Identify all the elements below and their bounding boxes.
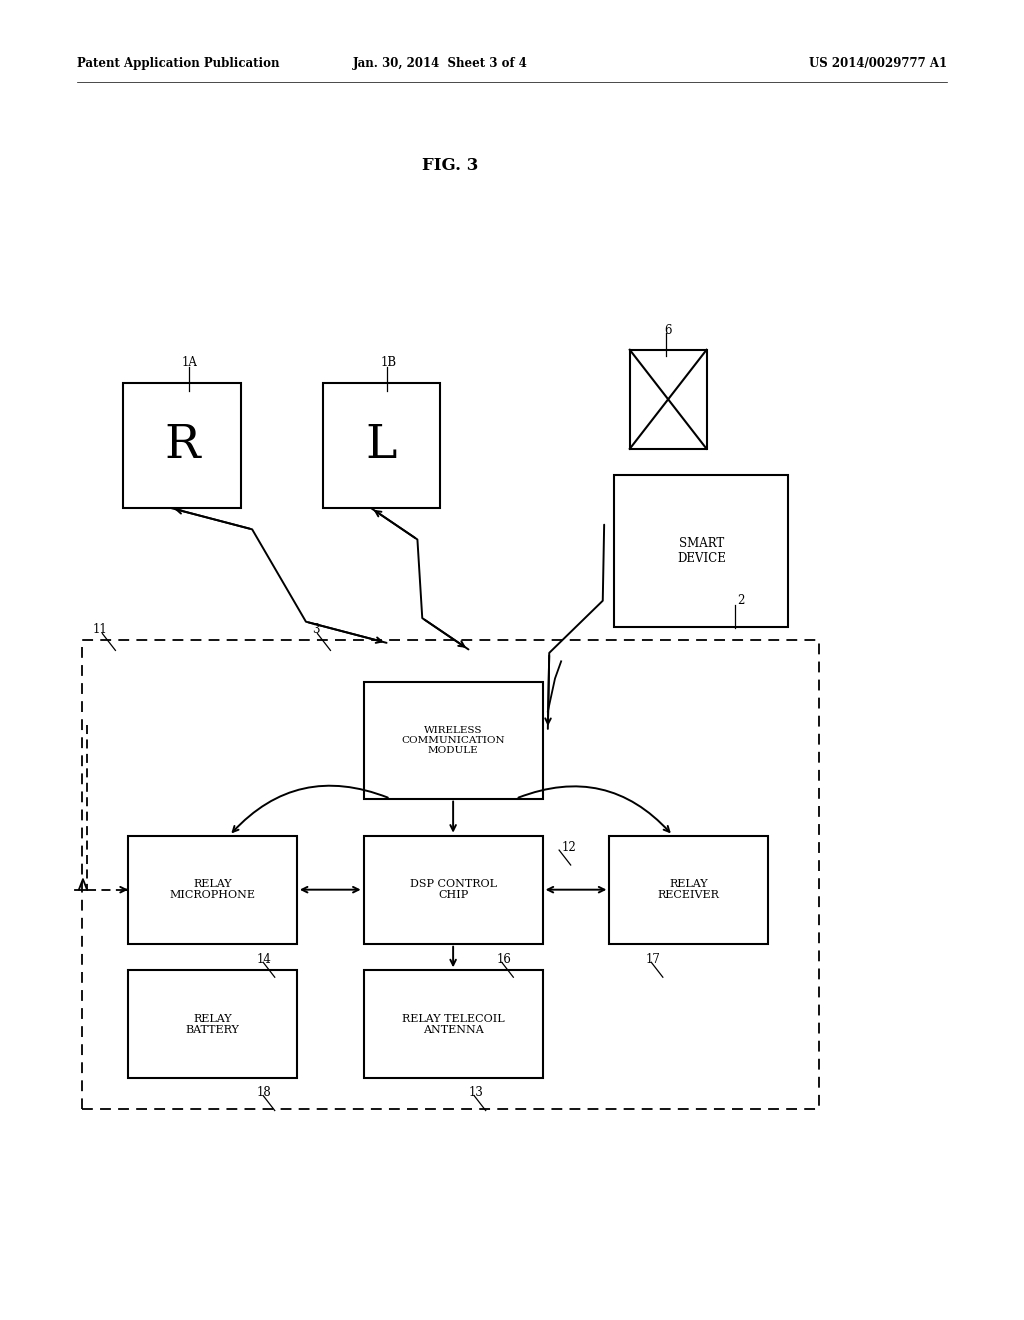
Text: L: L <box>366 422 397 469</box>
Bar <box>364 970 543 1078</box>
FancyArrowPatch shape <box>232 785 388 832</box>
Bar <box>128 836 297 944</box>
Text: 16: 16 <box>497 953 511 966</box>
Bar <box>123 383 241 508</box>
Text: 1A: 1A <box>181 356 198 370</box>
Text: DSP CONTROL
CHIP: DSP CONTROL CHIP <box>410 879 497 900</box>
Bar <box>323 383 440 508</box>
Text: RELAY TELECOIL
ANTENNA: RELAY TELECOIL ANTENNA <box>401 1014 505 1035</box>
Text: 11: 11 <box>93 623 108 636</box>
Text: 17: 17 <box>646 953 660 966</box>
Text: 3: 3 <box>311 623 319 636</box>
Text: RELAY
BATTERY: RELAY BATTERY <box>185 1014 240 1035</box>
FancyArrowPatch shape <box>518 787 670 832</box>
Bar <box>614 475 788 627</box>
Text: 2: 2 <box>737 594 744 607</box>
Text: SMART
DEVICE: SMART DEVICE <box>677 537 726 565</box>
Bar <box>82 640 819 1109</box>
Text: 14: 14 <box>257 953 271 966</box>
Text: 12: 12 <box>561 841 575 854</box>
Bar <box>128 970 297 1078</box>
Text: WIRELESS
COMMUNICATION
MODULE: WIRELESS COMMUNICATION MODULE <box>401 726 505 755</box>
Text: RELAY
MICROPHONE: RELAY MICROPHONE <box>170 879 255 900</box>
Text: 18: 18 <box>257 1086 271 1100</box>
Text: Patent Application Publication: Patent Application Publication <box>77 57 280 70</box>
Text: 6: 6 <box>664 323 672 337</box>
Bar <box>364 836 543 944</box>
Bar <box>609 836 768 944</box>
Text: US 2014/0029777 A1: US 2014/0029777 A1 <box>809 57 947 70</box>
Text: 13: 13 <box>469 1086 483 1100</box>
Text: FIG. 3: FIG. 3 <box>422 157 479 173</box>
Text: 1B: 1B <box>381 356 397 370</box>
Bar <box>364 682 543 799</box>
Bar <box>630 350 707 449</box>
Text: R: R <box>164 422 200 469</box>
Text: Jan. 30, 2014  Sheet 3 of 4: Jan. 30, 2014 Sheet 3 of 4 <box>353 57 527 70</box>
Text: RELAY
RECEIVER: RELAY RECEIVER <box>657 879 720 900</box>
